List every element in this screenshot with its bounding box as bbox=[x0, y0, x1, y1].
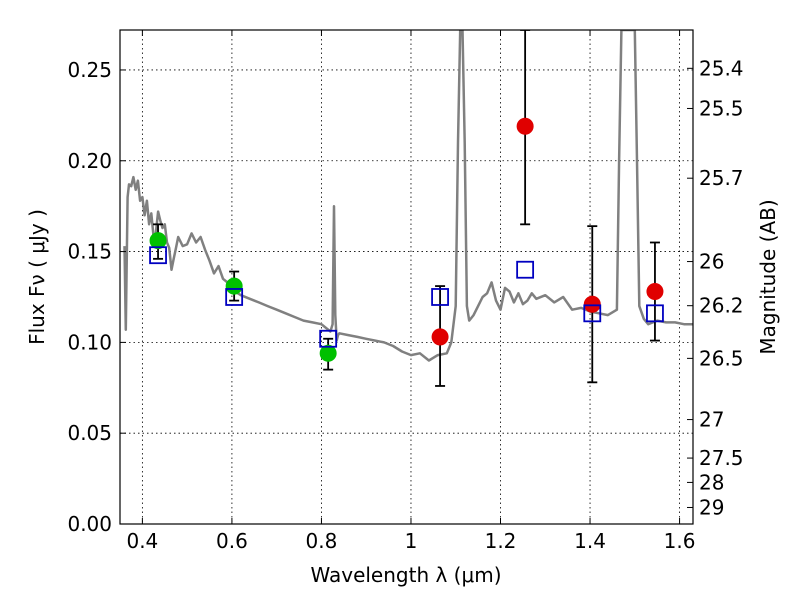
x-tick-label: 1.6 bbox=[664, 529, 696, 553]
right-tick-label: 28 bbox=[699, 470, 724, 494]
model-flux-square bbox=[149, 246, 167, 265]
x-tick-label: 1.4 bbox=[574, 529, 606, 553]
x-tick-label: 0.4 bbox=[126, 529, 158, 553]
y-tick-label: 0.20 bbox=[67, 149, 112, 173]
observed-flux-point bbox=[225, 277, 243, 295]
y-tick-label: 0.25 bbox=[67, 58, 112, 82]
axis-ticks: 0.4 0.6 0.8 1 1.2 1.4 1.6 0.00 0.05 0.10 0.15 0.20 0… bbox=[67, 30, 744, 553]
y-tick-label: 0.10 bbox=[67, 330, 112, 354]
right-axis-label: Magnitude (AB) bbox=[756, 199, 780, 354]
right-tick-label: 29 bbox=[699, 495, 724, 519]
right-tick-label: 25.4 bbox=[699, 56, 744, 80]
observed-flux-point bbox=[583, 295, 601, 313]
x-tick-label: 1.2 bbox=[485, 529, 517, 553]
model-flux-square bbox=[583, 304, 602, 323]
right-tick-label: 26.5 bbox=[699, 346, 744, 370]
x-tick-label: 0.8 bbox=[306, 529, 338, 553]
model-spectrum-line bbox=[123, 30, 693, 362]
y-tick-label: 0.00 bbox=[67, 512, 112, 536]
right-tick-label: 27 bbox=[699, 408, 724, 432]
right-tick-label: 26 bbox=[699, 250, 724, 274]
y-tick-label: 0.15 bbox=[67, 240, 112, 264]
model-flux-square bbox=[225, 288, 244, 306]
right-tick-label: 27.5 bbox=[699, 446, 744, 470]
y-axis-label: Flux Fν ( μJy ) bbox=[25, 209, 49, 345]
right-tick-label: 25.7 bbox=[699, 166, 744, 190]
observed-flux-point bbox=[646, 283, 664, 301]
clip-region bbox=[123, 30, 693, 387]
grid-lines bbox=[120, 30, 693, 525]
model-flux-square bbox=[431, 288, 449, 306]
observed-flux-point bbox=[319, 344, 337, 362]
observed-flux-point bbox=[431, 328, 449, 346]
right-tick-label: 26.2 bbox=[699, 294, 744, 318]
x-tick-label: 1 bbox=[405, 529, 418, 553]
model-flux-square bbox=[646, 304, 664, 323]
plot-frame bbox=[119, 29, 694, 525]
series-layer bbox=[123, 30, 693, 387]
right-tick-label: 25.5 bbox=[699, 96, 744, 120]
x-axis-label: Wavelength λ (μm) bbox=[310, 563, 501, 587]
model-flux-square bbox=[319, 329, 338, 348]
observed-flux-point bbox=[516, 117, 534, 135]
model-flux-square bbox=[516, 260, 535, 279]
observed-flux-point bbox=[149, 232, 167, 250]
x-tick-label: 0.6 bbox=[216, 529, 248, 553]
y-tick-label: 0.05 bbox=[67, 421, 112, 445]
